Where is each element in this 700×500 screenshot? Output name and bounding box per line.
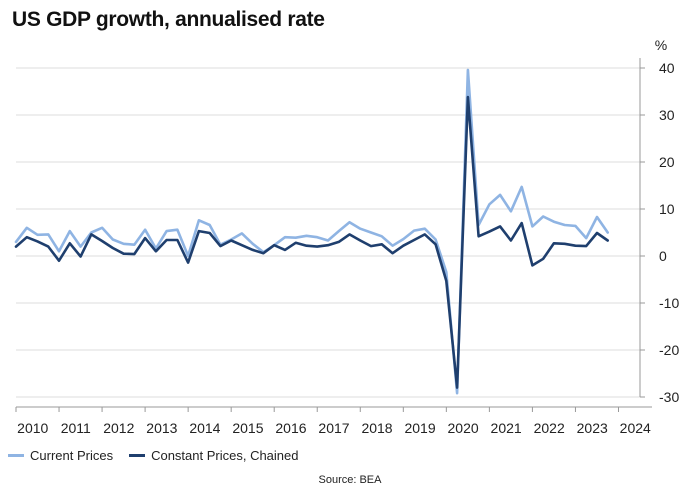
legend-swatch-current-prices bbox=[8, 454, 24, 457]
legend-swatch-constant-prices bbox=[129, 454, 146, 457]
legend-item-current-prices: Current Prices bbox=[8, 448, 113, 463]
x-axis: 2010 2011 2012 2013 2014 2015 2016 2017 2018 2019… bbox=[15, 406, 652, 436]
x-tick-label: 2024 bbox=[620, 420, 651, 436]
x-tick-label: 2012 bbox=[103, 420, 134, 436]
x-tick-label: 2020 bbox=[448, 420, 479, 436]
y-tick-label: 30 bbox=[659, 107, 675, 123]
source-note: Source: BEA bbox=[318, 474, 382, 486]
chart-title: US GDP growth, annualised rate bbox=[12, 8, 325, 31]
x-tick-label: 2010 bbox=[17, 420, 48, 436]
legend-item-constant-prices: Constant Prices, Chained bbox=[129, 448, 299, 463]
x-tick-label: 2021 bbox=[491, 420, 522, 436]
y-axis: -30 -20 -10 0 10 20 30 40 bbox=[639, 58, 679, 405]
y-tick-label: 40 bbox=[659, 60, 675, 76]
y-tick-label: 0 bbox=[659, 248, 667, 264]
y-tick-label: -30 bbox=[659, 389, 679, 405]
y-tick-label: 20 bbox=[659, 154, 675, 170]
y-tick-label: -10 bbox=[659, 295, 679, 311]
x-tick-label: 2014 bbox=[189, 420, 220, 436]
x-tick-label: 2017 bbox=[318, 420, 349, 436]
x-tick-label: 2015 bbox=[232, 420, 263, 436]
series-lines bbox=[14, 68, 610, 395]
series-line-constant-prices bbox=[14, 95, 610, 389]
x-tick-label: 2016 bbox=[275, 420, 306, 436]
series-line-current-prices bbox=[14, 68, 610, 395]
y-axis-unit-label: % bbox=[655, 37, 667, 53]
x-tick-label: 2023 bbox=[577, 420, 608, 436]
x-tick-label: 2022 bbox=[534, 420, 565, 436]
legend: Current Prices Constant Prices, Chained bbox=[8, 448, 299, 463]
gridlines bbox=[16, 67, 640, 398]
x-tick-label: 2013 bbox=[146, 420, 177, 436]
x-tick-label: 2011 bbox=[61, 420, 91, 436]
legend-label-current-prices: Current Prices bbox=[30, 448, 114, 463]
x-tick-label: 2019 bbox=[404, 420, 435, 436]
y-tick-label: -20 bbox=[659, 342, 679, 358]
x-tick-label: 2018 bbox=[361, 420, 392, 436]
legend-label-constant-prices: Constant Prices, Chained bbox=[151, 448, 299, 463]
y-tick-label: 10 bbox=[659, 201, 675, 217]
